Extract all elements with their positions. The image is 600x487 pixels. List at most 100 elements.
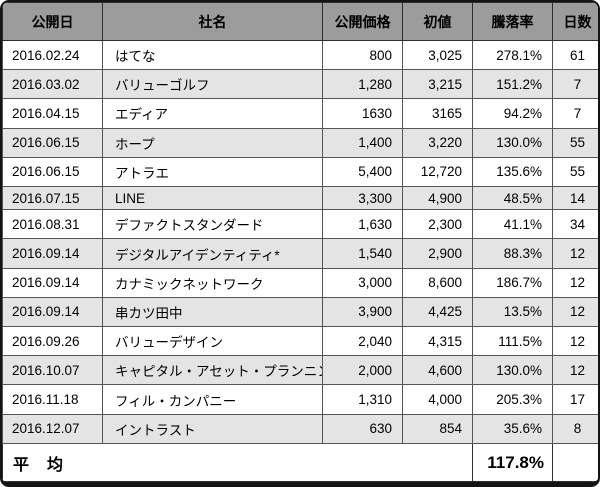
cell-first-price: 4,000 (402, 384, 473, 415)
cell-open-date: 2016.07.15 (2, 185, 103, 211)
cell-days: 8 (552, 413, 598, 445)
cell-open-date: 2016.09.14 (2, 267, 103, 298)
cell-open-date: 2016.03.02 (2, 69, 103, 100)
cell-offer-price: 800 (322, 39, 403, 71)
cell-change-rate: 130.0% (472, 355, 553, 386)
cell-offer-price: 2,040 (322, 326, 403, 357)
header-company-name: 社名 (102, 2, 323, 41)
table-row: 2016.06.15 アトラエ 5,400 12,720 135.6% 55 (2, 156, 598, 187)
cell-change-rate: 111.5% (472, 326, 553, 357)
cell-change-rate: 151.2% (472, 69, 553, 100)
cell-change-rate: 48.5% (472, 185, 553, 211)
cell-first-price: 3,220 (402, 127, 473, 158)
cell-offer-price: 1,400 (322, 127, 403, 158)
table-row: 2016.09.14 デジタルアイデンティティ* 1,540 2,900 88.… (2, 238, 598, 269)
cell-first-price: 12,720 (402, 156, 473, 187)
cell-open-date: 2016.06.15 (2, 127, 103, 158)
header-row: 公開日 社名 公開価格 初値 騰落率 日数 (2, 2, 598, 41)
cell-days: 55 (552, 156, 598, 187)
cell-change-rate: 13.5% (472, 296, 553, 328)
cell-days: 12 (552, 296, 598, 328)
table-row: 2016.06.15 ホープ 1,400 3,220 130.0% 55 (2, 127, 598, 158)
cell-change-rate: 94.2% (472, 98, 553, 129)
cell-change-rate: 130.0% (472, 127, 553, 158)
cell-first-price: 854 (402, 413, 473, 445)
cell-offer-price: 1,630 (322, 209, 403, 240)
header-change-rate: 騰落率 (472, 2, 553, 41)
cell-days: 12 (552, 326, 598, 357)
cell-change-rate: 278.1% (472, 39, 553, 71)
table-row: 2016.08.31 デファクトスタンダード 1,630 2,300 41.1%… (2, 209, 598, 240)
cell-change-rate: 35.6% (472, 413, 553, 445)
cell-company-name: LINE (102, 185, 323, 211)
cell-company-name: バリューゴルフ (102, 69, 323, 100)
cell-company-name: ホープ (102, 127, 323, 158)
cell-open-date: 2016.09.14 (2, 238, 103, 269)
cell-company-name: アトラエ (102, 156, 323, 187)
cell-open-date: 2016.09.14 (2, 296, 103, 328)
footer-days-cell (552, 443, 598, 482)
cell-first-price: 2,300 (402, 209, 473, 240)
cell-days: 7 (552, 69, 598, 100)
footer-average-label: 平 均 (2, 443, 473, 482)
cell-offer-price: 630 (322, 413, 403, 445)
cell-offer-price: 1,280 (322, 69, 403, 100)
cell-offer-price: 1630 (322, 98, 403, 129)
cell-company-name: イントラスト (102, 413, 323, 445)
cell-days: 17 (552, 384, 598, 415)
cell-days: 12 (552, 267, 598, 298)
table-row: 2016.07.15 LINE 3,300 4,900 48.5% 14 (2, 185, 598, 211)
cell-open-date: 2016.04.15 (2, 98, 103, 129)
cell-offer-price: 1,540 (322, 238, 403, 269)
cell-open-date: 2016.12.07 (2, 413, 103, 445)
cell-offer-price: 3,000 (322, 267, 403, 298)
cell-change-rate: 135.6% (472, 156, 553, 187)
table-row: 2016.02.24 はてな 800 3,025 278.1% 61 (2, 39, 598, 71)
cell-first-price: 3,025 (402, 39, 473, 71)
cell-open-date: 2016.08.31 (2, 209, 103, 240)
cell-days: 34 (552, 209, 598, 240)
cell-offer-price: 5,400 (322, 156, 403, 187)
cell-first-price: 4,600 (402, 355, 473, 386)
cell-company-name: カナミックネットワーク (102, 267, 323, 298)
cell-company-name: エディア (102, 98, 323, 129)
header-days: 日数 (552, 2, 598, 41)
cell-days: 55 (552, 127, 598, 158)
cell-company-name: キャピタル・アセット・プランニング (102, 355, 323, 386)
cell-company-name: バリューデザイン (102, 326, 323, 357)
table-row: 2016.11.18 フィル・カンパニー 1,310 4,000 205.3% … (2, 384, 598, 415)
cell-company-name: はてな (102, 39, 323, 71)
cell-change-rate: 41.1% (472, 209, 553, 240)
table-row: 2016.12.07 イントラスト 630 854 35.6% 8 (2, 413, 598, 445)
cell-days: 61 (552, 39, 598, 71)
header-first-price: 初値 (402, 2, 473, 41)
table-row: 2016.03.02 バリューゴルフ 1,280 3,215 151.2% 7 (2, 69, 598, 100)
cell-first-price: 2,900 (402, 238, 473, 269)
cell-company-name: デジタルアイデンティティ* (102, 238, 323, 269)
cell-company-name: デファクトスタンダード (102, 209, 323, 240)
cell-offer-price: 2,000 (322, 355, 403, 386)
table-row: 2016.04.15 エディア 1630 3165 94.2% 7 (2, 98, 598, 129)
table-row: 2016.09.14 串カツ田中 3,900 4,425 13.5% 12 (2, 296, 598, 328)
cell-change-rate: 186.7% (472, 267, 553, 298)
cell-offer-price: 1,310 (322, 384, 403, 415)
cell-change-rate: 205.3% (472, 384, 553, 415)
cell-days: 12 (552, 238, 598, 269)
footer-row: 平 均 117.8% (2, 443, 598, 482)
table-row: 2016.09.26 バリューデザイン 2,040 4,315 111.5% 1… (2, 326, 598, 357)
cell-days: 12 (552, 355, 598, 386)
header-offer-price: 公開価格 (322, 2, 403, 41)
cell-first-price: 4,425 (402, 296, 473, 328)
cell-offer-price: 3,900 (322, 296, 403, 328)
cell-first-price: 3165 (402, 98, 473, 129)
footer-average-rate: 117.8% (472, 443, 553, 482)
cell-first-price: 4,315 (402, 326, 473, 357)
cell-first-price: 8,600 (402, 267, 473, 298)
cell-open-date: 2016.02.24 (2, 39, 103, 71)
cell-company-name: 串カツ田中 (102, 296, 323, 328)
cell-first-price: 3,215 (402, 69, 473, 100)
cell-open-date: 2016.06.15 (2, 156, 103, 187)
cell-open-date: 2016.10.07 (2, 355, 103, 386)
